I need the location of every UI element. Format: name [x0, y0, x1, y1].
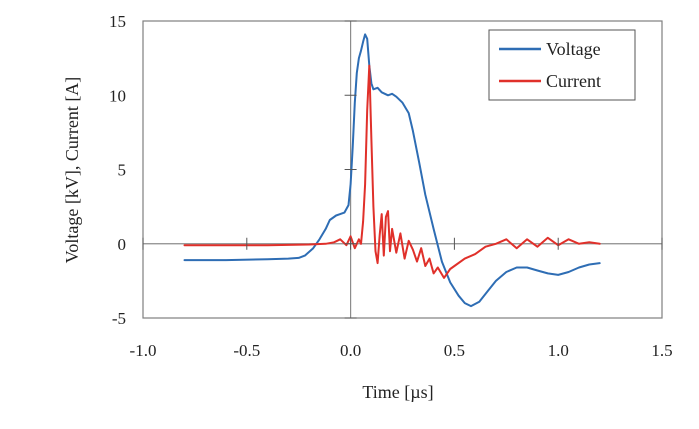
- y-ticks: -5 0 5 10 15: [109, 12, 357, 328]
- y-tick-label: 0: [118, 235, 127, 254]
- x-axis-title: Time [µs]: [362, 382, 433, 402]
- series-layer: [183, 33, 601, 308]
- x-tick-label: 0.5: [444, 341, 465, 360]
- y-tick-label: 10: [109, 86, 126, 105]
- legend-box: [488, 29, 636, 101]
- legend: Voltage Current: [488, 29, 636, 101]
- x-tick-label: 1.0: [548, 341, 569, 360]
- series-line-current: [183, 64, 601, 279]
- y-axis-title: Voltage [kV], Current [A]: [62, 77, 82, 264]
- y-tick-label: 5: [118, 161, 127, 180]
- x-tick-label: -0.5: [233, 341, 260, 360]
- legend-label-voltage: Voltage: [546, 39, 601, 59]
- x-tick-label: 1.5: [651, 341, 672, 360]
- series-line-voltage: [183, 33, 601, 308]
- y-tick-label: -5: [112, 309, 126, 328]
- x-tick-label: 0.0: [340, 341, 361, 360]
- legend-label-current: Current: [546, 71, 601, 91]
- x-ticks: -1.0 -0.5 0.0 0.5 1.0 1.5: [130, 237, 673, 360]
- x-tick-label: -1.0: [130, 341, 157, 360]
- y-tick-label: 15: [109, 12, 126, 31]
